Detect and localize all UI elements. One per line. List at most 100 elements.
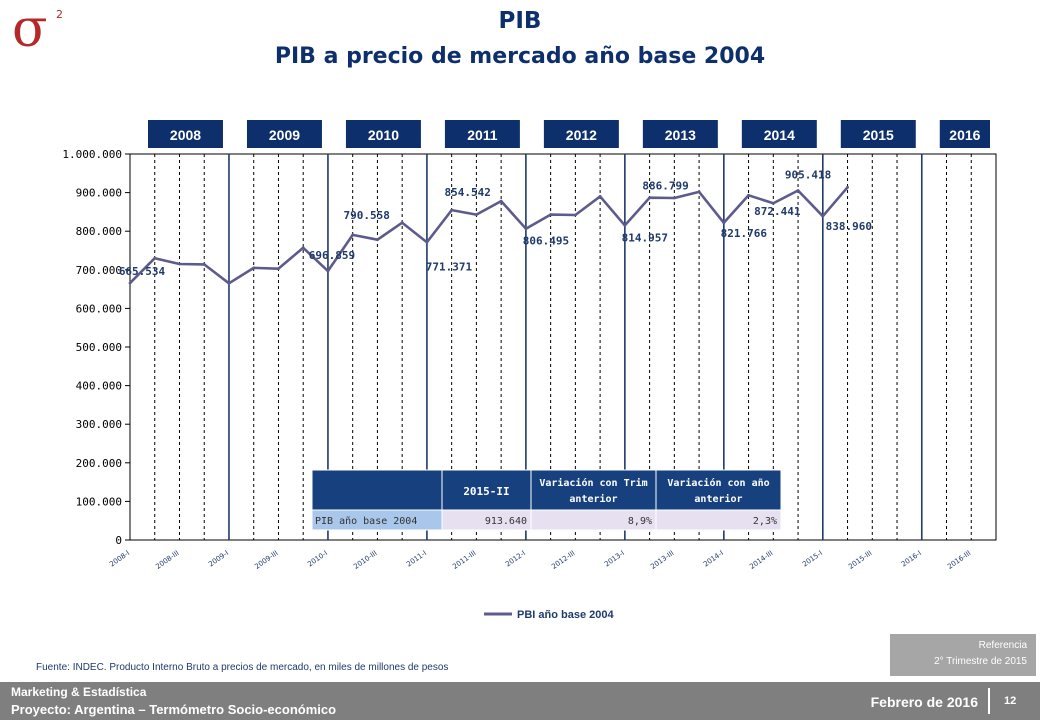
x-tick-label: 2011-I [405, 549, 428, 568]
y-tick-label: 0 [115, 534, 122, 547]
table-header-cell [655, 469, 782, 511]
series-line-pbi [129, 186, 849, 285]
page-subtitle: PIB a precio de mercado año base 2004 [274, 44, 766, 69]
data-point [202, 262, 206, 266]
table-header-cell [441, 469, 532, 511]
sigma-logo: σ 2 [12, 2, 63, 50]
x-tick-label: 2009-I [207, 549, 230, 568]
data-label: 838.960 [826, 220, 872, 233]
x-tick-label: 2014-III [748, 549, 774, 571]
year-header-box [543, 120, 619, 148]
data-point [499, 199, 503, 203]
x-tick-label: 2013-I [603, 549, 626, 568]
table-value: 8,9% [628, 516, 652, 527]
data-point [648, 196, 651, 200]
data-label: 806.495 [523, 235, 569, 248]
year-header-box [148, 120, 223, 148]
data-point [400, 221, 404, 225]
y-tick-label: 600.000 [76, 302, 122, 315]
data-point [623, 224, 627, 227]
data-label: 696.859 [309, 249, 355, 262]
x-tick-label: 2013-III [649, 549, 675, 571]
page-title: PIB [498, 8, 542, 34]
y-tick-label: 300.000 [76, 418, 122, 431]
table-value: 913.640 [485, 516, 527, 527]
year-header-box [939, 120, 990, 148]
y-tick-label: 900.000 [76, 187, 122, 200]
reference-box: Referencia 2° Trimestre de 2015 [890, 634, 1036, 676]
source-note: Fuente: INDEC. Producto Interno Bruto a … [36, 662, 449, 673]
data-point [524, 227, 528, 231]
y-tick-label: 400.000 [76, 380, 122, 393]
x-tick-label: 2009-III [253, 549, 279, 571]
year-header-box [345, 120, 421, 148]
data-point [252, 266, 256, 270]
table-header-cell [311, 469, 443, 511]
data-label: 821.766 [721, 227, 768, 240]
x-tick-label: 2008-III [154, 549, 180, 571]
table-header-variation: Variación con año anterior [667, 477, 769, 505]
data-point [351, 233, 355, 237]
year-header-label: 2013 [665, 127, 696, 143]
data-point [549, 213, 553, 217]
year-header-label: 2016 [949, 127, 980, 143]
year-header-label: 2015 [863, 127, 894, 143]
data-point [301, 246, 305, 250]
year-header-label: 2009 [269, 127, 300, 143]
x-tick-label: 2014-I [702, 549, 725, 568]
table-header-variation: Variación con Trim anterior [539, 477, 647, 505]
data-label: 854.542 [444, 186, 490, 199]
table-value: 2,3% [753, 516, 777, 527]
footer-divider [988, 688, 990, 714]
year-header-label: 2008 [170, 127, 201, 143]
data-point [425, 240, 429, 244]
table-header-period: 2015-II [463, 485, 509, 498]
data-label: 790.558 [344, 209, 390, 222]
sigma-logo-superscript: 2 [56, 8, 63, 21]
data-point [153, 256, 157, 260]
page-number: 12 [1004, 695, 1017, 707]
y-tick-label: 800.000 [76, 225, 122, 238]
x-tick-label: 2016-I [900, 549, 923, 568]
year-header-box [444, 120, 520, 148]
year-header-box [246, 120, 322, 148]
y-tick-label: 500.000 [76, 341, 122, 354]
table-body-cell [655, 509, 782, 531]
data-label: 872.441 [754, 205, 801, 218]
x-tick-label: 2012-I [504, 549, 527, 568]
footer-bar: Marketing & Estadística Proyecto: Argent… [0, 682, 1040, 720]
data-point [722, 221, 726, 225]
x-tick-label: 2015-I [801, 549, 824, 568]
data-point [450, 208, 454, 212]
table-header-cell [530, 469, 657, 511]
data-point [821, 214, 825, 218]
year-header-label: 2012 [566, 127, 597, 143]
x-tick-label: 2012-III [550, 549, 576, 571]
pib-line-chart: 0 100.000 200.000 300.000 400.000 500.000 600.… [62, 120, 997, 621]
reference-label: Referencia [978, 640, 1027, 651]
data-label: 886.799 [642, 180, 688, 193]
data-point [672, 196, 676, 200]
legend-label: PBI año base 2004 [517, 609, 614, 621]
data-point [598, 195, 602, 198]
table-value: PIB año base 2004 [315, 516, 417, 527]
year-header-box [741, 120, 817, 148]
data-point [475, 213, 478, 217]
x-tick-label: 2016-III [946, 549, 972, 571]
y-tick-label: 1.000.000 [62, 148, 122, 161]
data-point [796, 189, 800, 192]
data-point [573, 213, 577, 217]
x-tick-label: 2010-III [352, 549, 378, 571]
y-tick-label: 200.000 [76, 457, 122, 470]
sigma-logo-glyph: σ [12, 2, 48, 50]
x-tick-label: 2008-I [108, 549, 131, 568]
footer-department: Marketing & Estadística [11, 685, 147, 699]
footer-date: Febrero de 2016 [870, 694, 978, 710]
data-label: 905.418 [785, 169, 831, 182]
data-label: 665.534 [119, 265, 166, 278]
x-tick-label: 2010-I [306, 549, 329, 568]
year-header-label: 2014 [764, 127, 795, 143]
data-point [326, 269, 330, 273]
year-header-label: 2010 [368, 127, 399, 143]
data-point [128, 281, 132, 285]
